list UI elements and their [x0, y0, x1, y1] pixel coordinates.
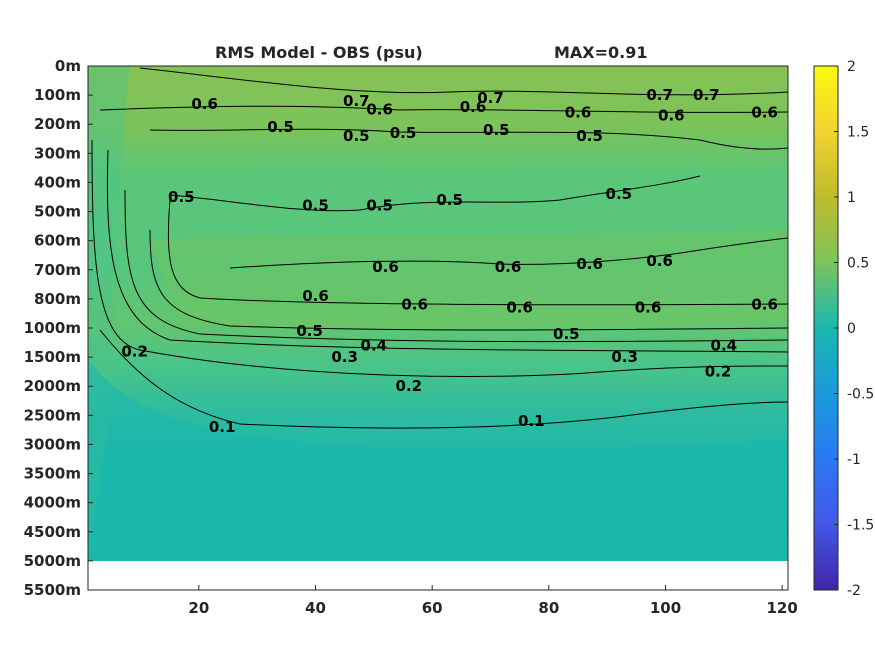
contour-label: 0.6	[372, 258, 399, 276]
chart-title: RMS Model - OBS (psu)	[215, 43, 423, 62]
contour-label: 0.5	[366, 197, 393, 215]
no-data-region	[88, 561, 788, 590]
contour-label: 0.2	[396, 377, 423, 395]
y-tick-label: 2500m	[24, 406, 81, 424]
contour-label: 0.6	[401, 296, 428, 314]
contour-label: 0.6	[576, 255, 603, 273]
colorbar-tick-label: -0.5	[847, 387, 874, 403]
contour-0.6-mid	[229, 237, 789, 269]
deep-field	[88, 360, 788, 561]
contour-label: 0.5	[168, 188, 195, 206]
x-tick-label: 100	[650, 599, 681, 617]
colorbar-tick-label: 2	[847, 59, 856, 75]
contour-label: 0.6	[658, 106, 685, 124]
y-tick-label: 500m	[34, 203, 81, 221]
contour-label: 0.6	[366, 101, 393, 119]
x-tick-label: 80	[538, 599, 559, 617]
y-tick-label: 4500m	[24, 523, 81, 541]
contour-label: 0.4	[361, 336, 388, 354]
y-tick-label: 700m	[34, 261, 81, 279]
contour-label: 0.5	[606, 185, 633, 203]
contour-label: 0.5	[553, 325, 580, 343]
plot-area: 0.7 0.7 0.7 0.70.6 0.6 0.6 0.6 0.6 0.60.5 0.5 0.5 0…	[88, 66, 789, 590]
contour-label: 0.7	[343, 92, 370, 110]
contour-0.6-upper	[99, 105, 789, 113]
contour-label: 0.5	[576, 127, 603, 145]
contour-label: 0.6	[565, 104, 592, 122]
contour-label: 0.4	[711, 336, 738, 354]
contour-label: 0.3	[611, 348, 638, 366]
x-tick-label: 40	[305, 599, 326, 617]
colorbar: 2 1.5 1 0.5 0 -0.5 -1 -1.5 -2	[813, 59, 874, 599]
contour-0.3	[106, 149, 789, 353]
contour-label: 0.7	[693, 86, 720, 104]
contour-0.1	[99, 329, 789, 429]
colorbar-tick-label: 1.5	[847, 125, 869, 141]
colorbar-tick-label: -1.5	[847, 518, 874, 534]
colorbar-tick-label: 1	[847, 190, 856, 206]
contour-label: 0.2	[705, 363, 732, 381]
contour-label: 0.5	[302, 197, 329, 215]
contour-0.7	[139, 67, 789, 96]
x-tick-label: 20	[188, 599, 209, 617]
contour-0.2	[91, 139, 789, 377]
contour-label: 0.5	[436, 191, 463, 209]
x-tick-label: 60	[422, 599, 443, 617]
contour-label: 0.1	[518, 412, 545, 430]
contour-label: 0.6	[191, 95, 218, 113]
contour-label: 0.6	[506, 299, 533, 317]
contour-label: 0.6	[302, 287, 329, 305]
contour-label: 0.6	[751, 104, 778, 122]
y-tick-label: 200m	[34, 115, 81, 133]
contour-0.6-lower	[167, 199, 789, 306]
y-tick-label: 5500m	[24, 581, 81, 599]
colorbar-tick-label: -1	[847, 452, 861, 468]
y-tick-label: 800m	[34, 290, 81, 308]
y-tick-label: 0m	[55, 57, 81, 75]
contour-0.4	[124, 189, 789, 343]
y-tick-label: 2000m	[24, 377, 81, 395]
contour-0.5-lower	[149, 229, 789, 331]
contour-lines	[91, 67, 789, 429]
y-tick-label: 600m	[34, 232, 81, 250]
y-tick-label: 3500m	[24, 465, 81, 483]
contour-label: 0.1	[209, 418, 236, 436]
colorbar-tick-label: 0	[847, 321, 856, 337]
y-tick-label: 4000m	[24, 494, 81, 512]
contour-label: 0.6	[751, 296, 778, 314]
contour-label: 0.6	[646, 252, 673, 270]
y-tick-label: 100m	[34, 86, 81, 104]
contour-0.5-mid	[169, 175, 701, 212]
contour-label: 0.7	[477, 89, 504, 107]
y-tick-labels: 0m 100m 200m 300m 400m 500m 600m 700m 800m 1000m 1…	[24, 57, 93, 599]
y-tick-label: 3000m	[24, 435, 81, 453]
contour-label: 0.3	[331, 348, 358, 366]
chart-max-label: MAX=0.91	[554, 43, 648, 62]
y-tick-label: 300m	[34, 144, 81, 162]
contour-label: 0.6	[635, 299, 662, 317]
contour-label: 0.5	[296, 322, 323, 340]
contour-label: 0.6	[495, 258, 522, 276]
contour-0.5-upper	[149, 128, 789, 150]
y-tick-label: 1500m	[24, 348, 81, 366]
contour-label: 0.2	[121, 342, 148, 360]
contour-label: 0.6	[460, 98, 487, 116]
colorbar-tick-label: -2	[847, 583, 861, 599]
contour-label: 0.7	[646, 86, 673, 104]
contour-label: 0.5	[483, 121, 510, 139]
x-tick-label: 120	[767, 599, 798, 617]
mid-depth-band	[150, 228, 788, 329]
contour-labels: 0.7 0.7 0.7 0.70.6 0.6 0.6 0.6 0.6 0.60.5 0.5 0.5 0…	[121, 86, 778, 436]
contour-label: 0.5	[267, 118, 294, 136]
contour-label: 0.5	[343, 127, 370, 145]
x-tick-labels: 20 40 60 80 100 120	[188, 585, 798, 617]
colorbar-tick-labels: 2 1.5 1 0.5 0 -0.5 -1 -1.5 -2	[834, 59, 874, 599]
y-tick-label: 400m	[34, 173, 81, 191]
colorbar-tick-label: 0.5	[847, 256, 869, 272]
y-tick-label: 1000m	[24, 319, 81, 337]
contour-label: 0.5	[390, 124, 417, 142]
y-tick-label: 5000m	[24, 552, 81, 570]
